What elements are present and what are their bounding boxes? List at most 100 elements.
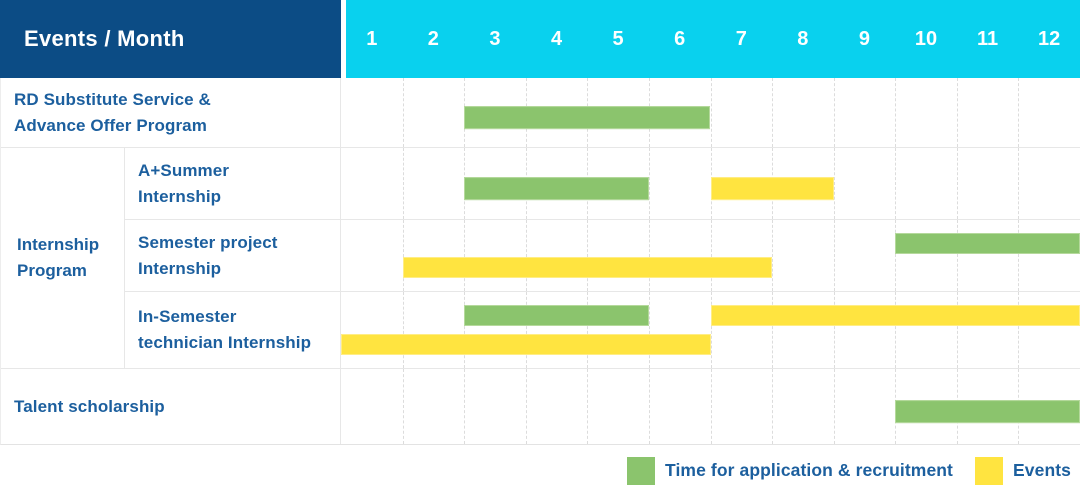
row-label-line: Advance Offer Program (14, 115, 207, 135)
month-gridline (895, 78, 897, 147)
gantt-bar-application (464, 176, 649, 200)
row-label-semester-project: Semester project Internship (125, 220, 341, 291)
month-gridline (833, 220, 835, 291)
month-gridline (648, 292, 650, 368)
gantt-bar-event (710, 176, 834, 200)
month-gridline (710, 220, 712, 291)
row-label-line: RD Substitute Service & (14, 89, 211, 109)
row-timeline (341, 292, 1080, 368)
month-gridline (956, 220, 958, 291)
table-header-row: Events / Month 1 2 3 4 5 6 7 8 9 10 11 12 (0, 0, 1080, 78)
internship-program-section: Internship Program A+Summer Internship S… (1, 148, 1080, 369)
gantt-bar-event (710, 305, 1080, 326)
schedule-grid: RD Substitute Service & Advance Offer Pr… (0, 78, 1080, 445)
legend-label-application: Time for application & recruitment (665, 460, 953, 480)
table-row: RD Substitute Service & Advance Offer Pr… (1, 78, 1080, 148)
month-gridline (710, 78, 712, 147)
gantt-bar-application (464, 305, 649, 326)
group-subrows: A+Summer Internship Semester project Int… (125, 148, 1080, 368)
month-gridline (525, 220, 527, 291)
month-gridline (895, 292, 897, 368)
month-gridline (525, 369, 527, 444)
month-gridline (648, 369, 650, 444)
month-gridline (772, 292, 774, 368)
month-label-12: 12 (1038, 27, 1061, 50)
month-gridline (895, 220, 897, 291)
month-gridline (464, 292, 466, 368)
month-gridline (648, 148, 650, 219)
month-gridline (402, 220, 404, 291)
month-gridline (402, 148, 404, 219)
month-label-7: 7 (735, 27, 747, 50)
month-gridline (1018, 220, 1020, 291)
month-label-9: 9 (858, 27, 870, 50)
month-header-strip: 1 2 3 4 5 6 7 8 9 10 11 12 (341, 0, 1080, 78)
gantt-bar-application (895, 233, 1080, 254)
month-gridline (833, 292, 835, 368)
month-label-8: 8 (797, 27, 809, 50)
table-row: A+Summer Internship (125, 148, 1080, 220)
month-gridline (587, 220, 589, 291)
corner-header-cell: Events / Month (0, 0, 341, 78)
month-gridline (525, 292, 527, 368)
month-label-5: 5 (612, 27, 624, 50)
row-timeline (341, 369, 1080, 444)
row-label-rd-substitute: RD Substitute Service & Advance Offer Pr… (1, 78, 341, 147)
month-gridline (710, 292, 712, 368)
row-timeline (341, 220, 1080, 291)
month-gridline (402, 369, 404, 444)
month-label-10: 10 (914, 27, 938, 50)
legend: Time for application & recruitment Event… (0, 445, 1080, 494)
month-gridline (587, 292, 589, 368)
month-label-4: 4 (550, 27, 563, 50)
legend-item-application: Time for application & recruitment (627, 456, 953, 485)
legend-label-events: Events (1013, 460, 1071, 480)
month-gridline (1018, 148, 1020, 219)
month-gridline (833, 369, 835, 444)
month-label-3: 3 (489, 27, 501, 50)
table-row: Semester project Internship (125, 220, 1080, 292)
row-label-line: In-Semester (138, 307, 237, 326)
row-label-line: Talent scholarship (14, 396, 165, 416)
month-gridline (772, 78, 774, 147)
row-label-line: technician Internship (138, 333, 312, 352)
month-label-6: 6 (674, 27, 686, 50)
month-gridline (772, 220, 774, 291)
row-label-line: A+Summer (138, 160, 230, 180)
month-gridline (402, 78, 404, 147)
month-gridline (464, 220, 466, 291)
row-label-line: Internship (138, 258, 222, 278)
table-row: Talent scholarship (1, 369, 1080, 444)
row-label-line: Semester project (138, 232, 278, 252)
month-gridline (895, 148, 897, 219)
month-gridline (956, 292, 958, 368)
month-gridline (1018, 292, 1020, 368)
legend-item-events: Events (975, 456, 1071, 485)
month-gridline (402, 292, 404, 368)
month-gridline (956, 148, 958, 219)
month-label-2: 2 (427, 27, 439, 50)
group-label-line: Internship (17, 235, 100, 254)
legend-green-swatch (627, 456, 655, 485)
gantt-bar-event (402, 257, 773, 278)
gantt-bar-event (341, 334, 711, 355)
month-label-1: 1 (366, 27, 378, 50)
gantt-bar-application (464, 105, 711, 129)
row-label-line: Internship (138, 186, 222, 206)
table-row: In-Semester technician Internship (125, 292, 1080, 368)
month-gridline (648, 220, 650, 291)
month-gridline (710, 369, 712, 444)
gantt-bar-application (895, 399, 1080, 423)
row-label-a-plus-summer: A+Summer Internship (125, 148, 341, 219)
month-gridline (772, 369, 774, 444)
month-gridline (833, 148, 835, 219)
group-label-line: Program (17, 261, 87, 280)
corner-header-label: Events / Month (24, 26, 185, 51)
row-label-talent-scholarship: Talent scholarship (1, 369, 341, 444)
month-gridline (1018, 78, 1020, 147)
month-gridline (587, 369, 589, 444)
group-label-internship-program: Internship Program (1, 148, 125, 368)
row-timeline (341, 148, 1080, 219)
row-label-in-semester-technician: In-Semester technician Internship (125, 292, 341, 368)
